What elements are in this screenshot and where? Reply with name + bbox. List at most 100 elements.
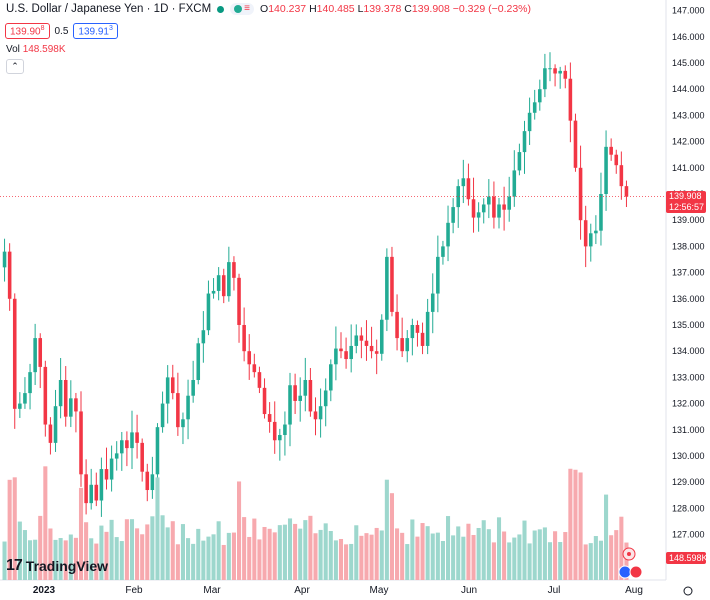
candle-body <box>114 453 119 459</box>
volume-bar <box>415 536 420 580</box>
volume-bar <box>558 542 563 580</box>
candle-body <box>405 338 410 352</box>
volume-bar <box>48 528 53 580</box>
candle-body <box>527 112 532 132</box>
volume-bar <box>349 543 354 580</box>
candle-body <box>344 351 348 360</box>
candle-body <box>538 89 542 103</box>
candle-body <box>395 311 399 339</box>
candle-body <box>303 380 308 396</box>
status-red-icon: ≡ <box>244 3 251 14</box>
sell-button[interactable]: 139.908 <box>5 23 50 40</box>
candle-body <box>262 387 267 415</box>
candle-body <box>568 78 573 121</box>
candle-body <box>125 440 129 449</box>
volume-bar <box>206 536 211 580</box>
candle-body <box>614 154 619 166</box>
status-pill[interactable]: ≡ <box>230 3 255 15</box>
volume-bar <box>226 532 231 580</box>
volume-bar <box>313 533 318 580</box>
candle-body <box>165 377 170 404</box>
volume-bar <box>43 466 48 580</box>
symbol-title[interactable]: U.S. Dollar / Japanese Yen · 1D · FXCM <box>6 3 212 15</box>
settings-gear-icon <box>683 586 693 596</box>
candle-body <box>553 68 557 74</box>
candle-body <box>604 146 608 194</box>
volume-bar <box>578 472 583 580</box>
candle-body <box>176 393 180 428</box>
candle-body <box>400 338 404 352</box>
volume-bar <box>410 519 415 580</box>
volume-bar <box>384 479 389 580</box>
candle-body <box>543 68 547 90</box>
volume-bar <box>354 525 359 580</box>
volume-bar <box>267 528 272 580</box>
volume-bar <box>491 542 496 580</box>
volume-bar <box>476 527 481 580</box>
candle-body <box>487 196 491 205</box>
volume-bar <box>318 529 323 580</box>
symbol-legend: U.S. Dollar / Japanese Yen · 1D · FXCM ≡… <box>6 3 531 15</box>
volume-bar <box>379 530 384 580</box>
collapse-legend-button[interactable]: ⌃ <box>6 59 24 74</box>
candle-body <box>522 131 527 153</box>
volume-bar <box>461 536 466 580</box>
volume-bar <box>94 543 99 580</box>
candle-body <box>390 256 394 312</box>
candle-body <box>170 377 175 394</box>
volume-bar <box>568 468 573 580</box>
candle-body <box>339 348 343 352</box>
y-tick-label: 142.000 <box>672 137 705 147</box>
volume-bar <box>38 515 43 580</box>
volume-bar <box>191 543 196 580</box>
volume-bar <box>155 477 160 580</box>
volume-bar <box>140 534 145 580</box>
volume-bar <box>68 534 73 580</box>
volume-bar <box>553 531 558 580</box>
y-tick-label: 129.000 <box>672 477 705 487</box>
volume-bar <box>583 544 588 580</box>
candle-body <box>502 204 506 210</box>
y-tick-label: 128.000 <box>672 503 705 513</box>
candle-body <box>104 469 109 480</box>
volume-bar <box>624 542 629 580</box>
candle-body <box>2 251 7 268</box>
candle-body <box>548 68 552 70</box>
x-tick-label: Jul <box>548 585 561 596</box>
candle-body <box>334 348 338 365</box>
volume-bar <box>236 481 242 580</box>
volume-bar <box>78 487 84 580</box>
volume-bar <box>12 477 17 580</box>
candle-body <box>471 199 476 218</box>
event-flag-dot-icon <box>627 552 631 556</box>
volume-bar <box>333 540 338 580</box>
volume-bar <box>252 518 257 580</box>
candle-body <box>497 204 501 218</box>
y-tick-label: 130.000 <box>672 451 705 461</box>
volume-bar <box>231 532 236 580</box>
volume-bar <box>344 544 349 580</box>
candle-body <box>288 385 292 425</box>
candle-body <box>186 395 190 420</box>
volume-bar <box>512 537 517 580</box>
candle-body <box>359 335 364 341</box>
volume-bar <box>145 524 150 580</box>
volume-bar <box>502 531 507 580</box>
buy-button[interactable]: 139.913 <box>73 23 118 40</box>
candle-body <box>18 403 22 409</box>
candle-body <box>492 196 496 218</box>
candle-body <box>150 474 155 491</box>
volume-bar <box>435 532 440 580</box>
y-tick-label: 138.000 <box>672 241 705 251</box>
volume-bar <box>84 522 89 580</box>
volume-bar <box>532 530 537 580</box>
volume-bar <box>440 540 445 580</box>
volume-bar <box>593 536 598 580</box>
volume-bar <box>308 515 313 580</box>
volume-bar <box>338 538 344 580</box>
candle-body <box>323 390 328 407</box>
candle-body <box>430 293 435 312</box>
volume-bar <box>614 530 619 580</box>
candle-body <box>609 146 613 155</box>
